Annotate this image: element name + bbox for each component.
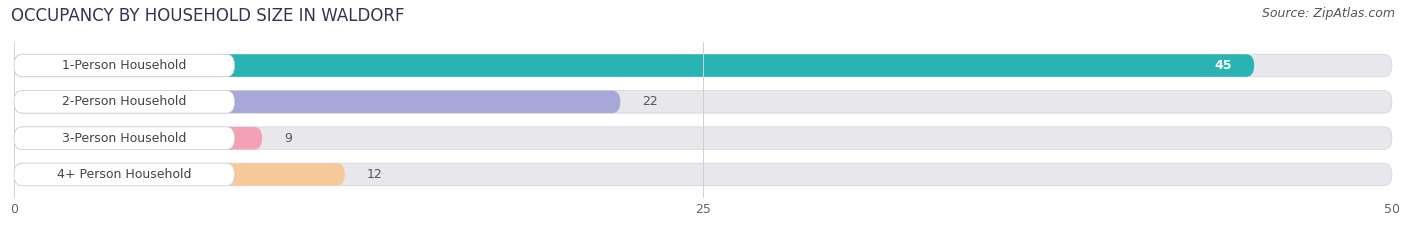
Text: 1-Person Household: 1-Person Household [62, 59, 187, 72]
Text: 9: 9 [284, 132, 292, 145]
Text: Source: ZipAtlas.com: Source: ZipAtlas.com [1261, 7, 1395, 20]
FancyBboxPatch shape [14, 127, 235, 149]
Text: OCCUPANCY BY HOUSEHOLD SIZE IN WALDORF: OCCUPANCY BY HOUSEHOLD SIZE IN WALDORF [11, 7, 405, 25]
FancyBboxPatch shape [14, 127, 262, 149]
FancyBboxPatch shape [14, 54, 235, 77]
Text: 3-Person Household: 3-Person Household [62, 132, 187, 145]
FancyBboxPatch shape [14, 91, 1392, 113]
Text: 22: 22 [643, 95, 658, 108]
FancyBboxPatch shape [14, 54, 1392, 77]
Text: 12: 12 [367, 168, 382, 181]
Text: 2-Person Household: 2-Person Household [62, 95, 187, 108]
Text: 45: 45 [1215, 59, 1232, 72]
FancyBboxPatch shape [14, 163, 235, 186]
FancyBboxPatch shape [14, 163, 1392, 186]
FancyBboxPatch shape [14, 127, 1392, 149]
FancyBboxPatch shape [14, 163, 344, 186]
FancyBboxPatch shape [14, 91, 620, 113]
FancyBboxPatch shape [14, 91, 235, 113]
FancyBboxPatch shape [14, 54, 1254, 77]
Text: 4+ Person Household: 4+ Person Household [58, 168, 191, 181]
